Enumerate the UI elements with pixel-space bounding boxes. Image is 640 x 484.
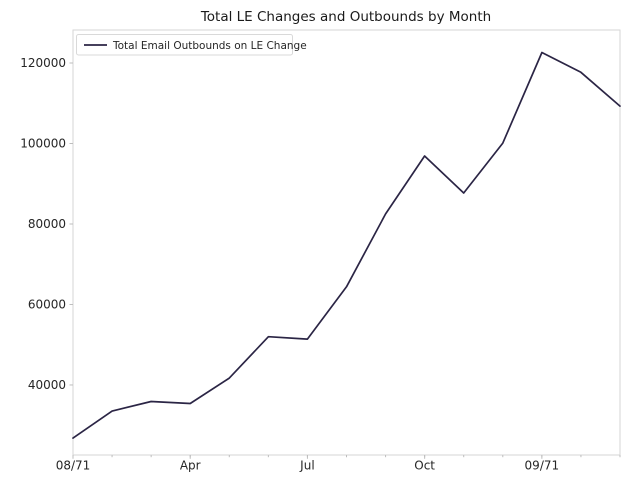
data-series-line xyxy=(72,51,621,439)
x-tick-label: 08/71 xyxy=(56,459,91,473)
y-tick-label: 100000 xyxy=(20,136,66,150)
legend-label: Total Email Outbounds on LE Change xyxy=(112,40,307,52)
axes: 40000 60000 80000 100000 120000 08/71 Apr Jul Oc… xyxy=(20,29,621,473)
y-tick-label: 80000 xyxy=(28,217,66,231)
series-layer xyxy=(72,51,621,439)
axes-frame xyxy=(72,29,621,456)
x-tick-label: Apr xyxy=(180,459,201,473)
legend-frame xyxy=(76,34,293,56)
x-tick-label: 09/71 xyxy=(525,459,560,473)
x-tick-label: Jul xyxy=(299,459,314,473)
y-tick-label: 120000 xyxy=(20,56,66,70)
y-tick-label: 40000 xyxy=(28,378,66,392)
chart-title: Total LE Changes and Outbounds by Month xyxy=(200,9,491,25)
legend: Total Email Outbounds on LE Change xyxy=(76,34,307,56)
x-tick-label: Oct xyxy=(414,459,435,473)
y-tick-label: 60000 xyxy=(28,297,66,311)
